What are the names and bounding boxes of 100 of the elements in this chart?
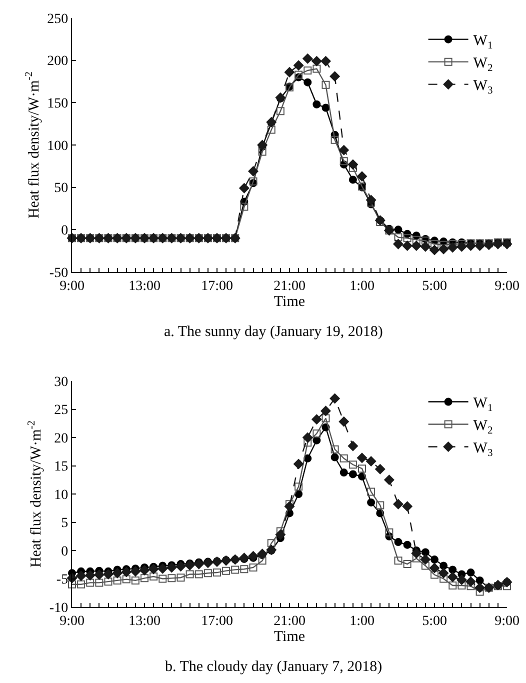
y-tick-label: 150 bbox=[47, 96, 68, 112]
point bbox=[322, 104, 330, 112]
point bbox=[411, 548, 422, 558]
point bbox=[284, 67, 295, 78]
x-tick-label: 5:00 bbox=[422, 278, 447, 294]
point bbox=[275, 530, 286, 540]
point bbox=[376, 501, 384, 510]
y-tick-label: 25 bbox=[54, 403, 68, 418]
point bbox=[240, 202, 248, 211]
point bbox=[330, 445, 339, 454]
point bbox=[249, 563, 258, 572]
point bbox=[320, 406, 331, 416]
point bbox=[393, 239, 404, 250]
point bbox=[466, 568, 475, 577]
point bbox=[312, 100, 321, 108]
y-tick-label: 0 bbox=[61, 544, 68, 560]
point bbox=[112, 568, 122, 578]
point bbox=[394, 226, 402, 234]
point bbox=[438, 568, 449, 578]
point bbox=[258, 148, 266, 156]
y-tick-label: 20 bbox=[54, 431, 68, 446]
legend-label: W$_{2}$ bbox=[473, 418, 493, 436]
point bbox=[158, 564, 168, 574]
x-tick-label: 5:00 bbox=[422, 614, 447, 629]
point bbox=[420, 554, 430, 565]
point bbox=[412, 236, 420, 244]
point bbox=[466, 582, 475, 590]
point bbox=[330, 393, 340, 404]
point bbox=[76, 570, 86, 581]
point bbox=[412, 554, 420, 562]
point bbox=[411, 240, 422, 251]
point bbox=[312, 414, 322, 424]
y-tick-label: 30 bbox=[54, 374, 68, 390]
point bbox=[466, 576, 476, 587]
point bbox=[402, 501, 412, 512]
text: a. The sunny day (January 19, 2018) bbox=[164, 324, 383, 340]
point bbox=[474, 582, 485, 593]
point bbox=[158, 574, 167, 583]
point bbox=[448, 242, 458, 252]
x-tick-label: 1:00 bbox=[350, 614, 374, 629]
point bbox=[385, 528, 394, 536]
point bbox=[367, 498, 376, 506]
point bbox=[456, 242, 467, 252]
point bbox=[166, 562, 177, 572]
x-tick-label: 21:00 bbox=[274, 278, 306, 294]
point bbox=[429, 562, 440, 574]
point bbox=[330, 453, 339, 462]
point bbox=[456, 574, 467, 585]
point bbox=[94, 570, 104, 580]
x-tick-label: 13:00 bbox=[128, 278, 160, 294]
point bbox=[402, 240, 412, 251]
point bbox=[312, 64, 321, 73]
point bbox=[294, 60, 304, 70]
point bbox=[356, 171, 368, 182]
point bbox=[312, 56, 322, 66]
point bbox=[184, 560, 195, 570]
point bbox=[248, 166, 258, 176]
point bbox=[312, 436, 321, 444]
x-axis-title: Time bbox=[274, 294, 306, 310]
point bbox=[322, 414, 330, 422]
point bbox=[394, 233, 402, 242]
x-tick-label: 9:00 bbox=[494, 278, 520, 294]
point bbox=[294, 459, 304, 470]
y-tick-label: -5 bbox=[56, 572, 68, 588]
point bbox=[348, 176, 357, 184]
point bbox=[358, 464, 366, 473]
point bbox=[194, 559, 204, 570]
point bbox=[284, 501, 295, 512]
y-tick-label: 10 bbox=[54, 488, 68, 503]
point bbox=[130, 566, 140, 576]
y-tick-label: 50 bbox=[54, 181, 68, 196]
point bbox=[356, 452, 368, 463]
x-tick-label: 9:00 bbox=[60, 278, 84, 294]
point bbox=[312, 430, 321, 438]
point bbox=[348, 460, 357, 469]
text: b. The cloudy day (January 7, 2018) bbox=[165, 659, 382, 675]
point bbox=[267, 126, 276, 134]
point bbox=[194, 570, 203, 578]
point bbox=[448, 582, 457, 590]
point bbox=[85, 570, 96, 580]
point bbox=[340, 468, 348, 477]
y-tick-label: -10 bbox=[49, 600, 68, 616]
x-tick-label: 21:00 bbox=[274, 614, 306, 629]
point bbox=[294, 482, 303, 491]
y-tick-label: 200 bbox=[47, 54, 68, 70]
point bbox=[257, 548, 268, 559]
point bbox=[140, 574, 148, 582]
point bbox=[366, 456, 376, 466]
point bbox=[68, 580, 76, 588]
point bbox=[322, 80, 330, 89]
point bbox=[430, 556, 438, 564]
point bbox=[384, 474, 394, 485]
legend-label: W$_{2}$ bbox=[473, 56, 493, 74]
point bbox=[150, 572, 158, 580]
y-tick-label: -50 bbox=[49, 266, 68, 281]
point bbox=[121, 566, 132, 578]
point bbox=[366, 194, 376, 206]
legend-label: W$_{1}$ bbox=[473, 33, 493, 52]
y-tick-label: 15 bbox=[54, 460, 68, 475]
point bbox=[294, 70, 303, 79]
